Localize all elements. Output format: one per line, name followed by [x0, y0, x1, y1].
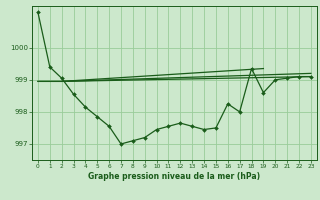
X-axis label: Graphe pression niveau de la mer (hPa): Graphe pression niveau de la mer (hPa) [88, 172, 260, 181]
